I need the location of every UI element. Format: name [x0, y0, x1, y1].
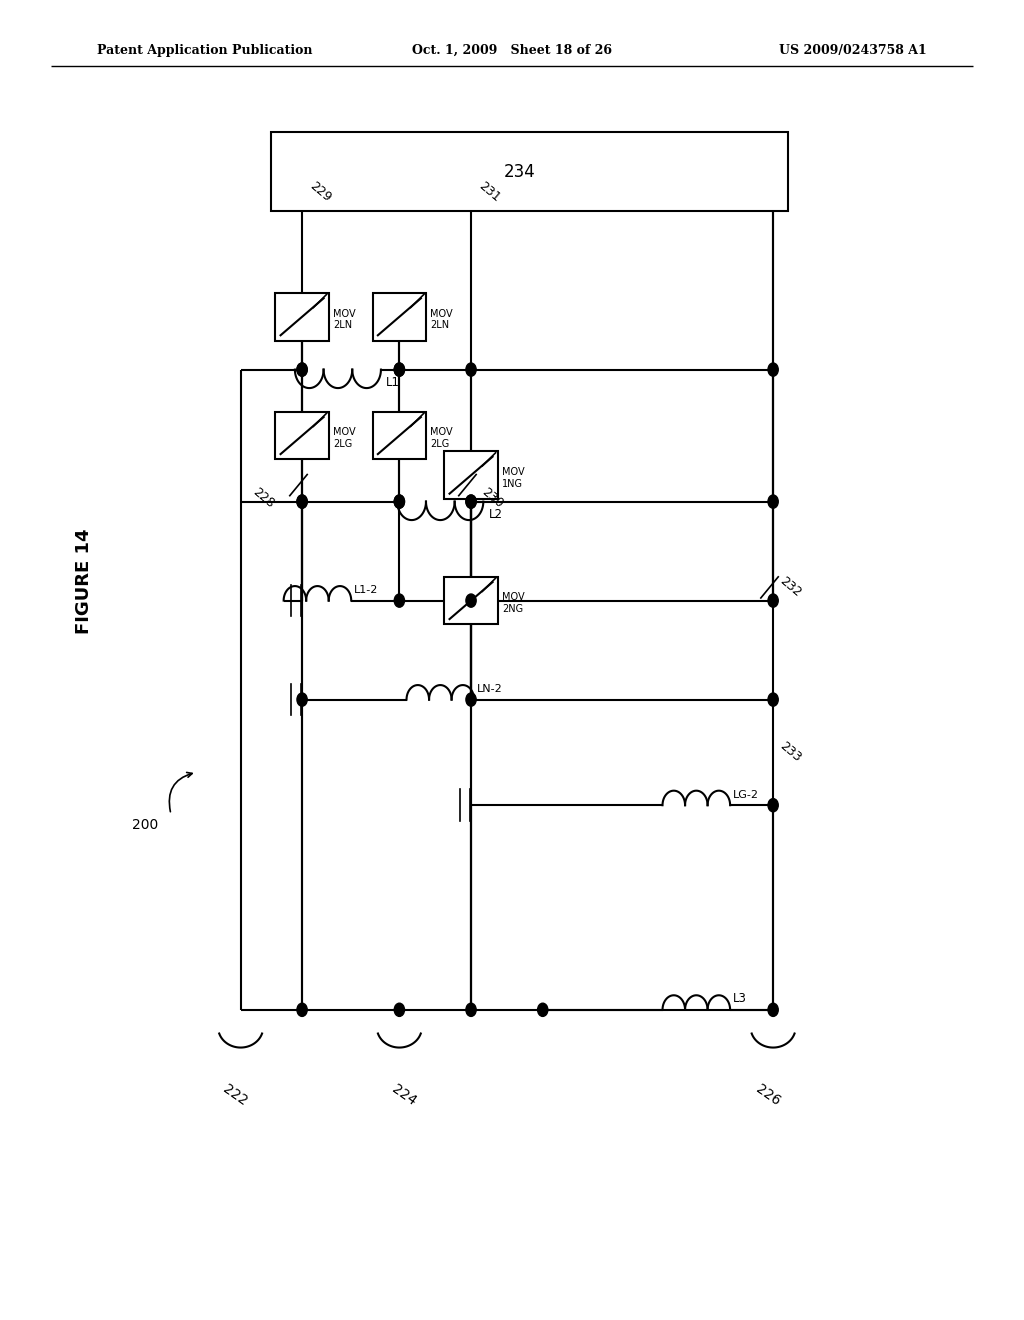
- Text: MOV
2LN: MOV 2LN: [333, 309, 355, 330]
- Circle shape: [768, 594, 778, 607]
- Circle shape: [297, 363, 307, 376]
- Text: MOV
2LN: MOV 2LN: [430, 309, 453, 330]
- Circle shape: [768, 363, 778, 376]
- Circle shape: [297, 495, 307, 508]
- Text: MOV
2NG: MOV 2NG: [502, 593, 524, 614]
- Circle shape: [768, 799, 778, 812]
- Text: MOV
2LG: MOV 2LG: [333, 428, 355, 449]
- Circle shape: [768, 495, 778, 508]
- Circle shape: [466, 363, 476, 376]
- Bar: [275, 412, 329, 459]
- Circle shape: [466, 495, 476, 508]
- Text: 224: 224: [390, 1082, 419, 1109]
- Circle shape: [297, 363, 307, 376]
- Text: 222: 222: [221, 1082, 250, 1109]
- Circle shape: [538, 1003, 548, 1016]
- Text: 232: 232: [777, 574, 804, 601]
- Circle shape: [466, 594, 476, 607]
- Text: 226: 226: [754, 1082, 782, 1109]
- Circle shape: [768, 1003, 778, 1016]
- Circle shape: [768, 693, 778, 706]
- Circle shape: [466, 693, 476, 706]
- Text: L1-2: L1-2: [354, 585, 379, 595]
- Text: MOV
2LG: MOV 2LG: [430, 428, 453, 449]
- Text: US 2009/0243758 A1: US 2009/0243758 A1: [779, 44, 927, 57]
- Text: 233: 233: [777, 739, 804, 766]
- Circle shape: [297, 495, 307, 508]
- Text: L2: L2: [488, 508, 503, 521]
- Circle shape: [394, 495, 404, 508]
- Text: FIGURE 14: FIGURE 14: [75, 528, 93, 634]
- Bar: [373, 412, 426, 459]
- Text: Oct. 1, 2009   Sheet 18 of 26: Oct. 1, 2009 Sheet 18 of 26: [412, 44, 612, 57]
- Text: MOV
1NG: MOV 1NG: [502, 467, 524, 488]
- Bar: [275, 293, 329, 341]
- Text: LN-2: LN-2: [477, 684, 503, 694]
- Circle shape: [297, 1003, 307, 1016]
- Bar: [444, 577, 498, 624]
- Text: 230: 230: [479, 486, 506, 511]
- Text: 229: 229: [307, 180, 334, 205]
- Bar: [271, 132, 788, 211]
- Bar: [444, 451, 498, 499]
- Text: 228: 228: [250, 486, 276, 511]
- Text: 200: 200: [132, 818, 159, 832]
- Text: L3: L3: [733, 991, 748, 1005]
- Text: Patent Application Publication: Patent Application Publication: [97, 44, 312, 57]
- Circle shape: [466, 1003, 476, 1016]
- Text: 234: 234: [504, 162, 536, 181]
- Circle shape: [297, 693, 307, 706]
- Bar: [373, 293, 426, 341]
- Circle shape: [394, 495, 404, 508]
- Text: LG-2: LG-2: [733, 789, 759, 800]
- Circle shape: [394, 363, 404, 376]
- Text: L1: L1: [386, 376, 400, 389]
- Circle shape: [394, 594, 404, 607]
- Circle shape: [394, 363, 404, 376]
- Circle shape: [466, 495, 476, 508]
- Circle shape: [394, 1003, 404, 1016]
- Text: 231: 231: [476, 180, 503, 205]
